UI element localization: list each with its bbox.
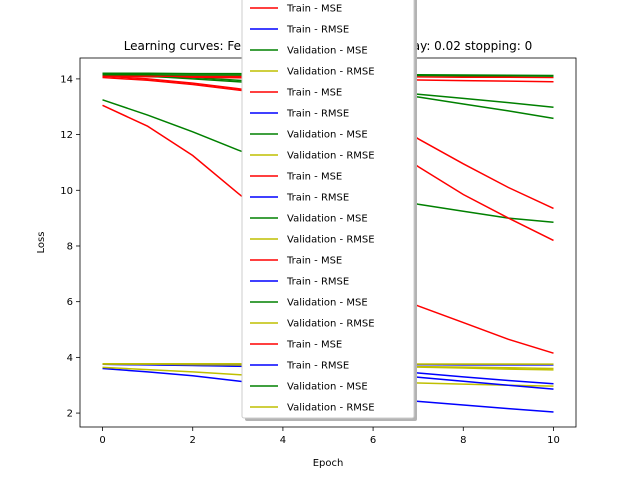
legend-label: Train - MSE [286, 340, 342, 351]
legend-label: Validation - MSE [287, 382, 368, 393]
legend-label: Train - MSE [286, 4, 342, 15]
x-tick-label: 6 [370, 435, 376, 446]
y-axis-label: Loss [36, 232, 47, 254]
legend-label: Train - RMSE [286, 193, 349, 204]
x-tick-label: 0 [99, 435, 105, 446]
ticks-layer: 0 2 4 6 8 10 2 4 6 8 10 12 14 [60, 74, 560, 446]
x-tick-label: 4 [280, 435, 286, 446]
legend-label: Validation - MSE [287, 46, 368, 57]
legend-label: Validation - MSE [287, 298, 368, 309]
legend-label: Validation - RMSE [287, 403, 375, 414]
x-tick-label: 8 [460, 435, 466, 446]
x-tick-label: 2 [190, 435, 196, 446]
legend-label: Validation - MSE [287, 130, 368, 141]
x-axis-label: Epoch [313, 458, 344, 469]
legend-label: Validation - RMSE [287, 151, 375, 162]
legend-label: Train - MSE [286, 172, 342, 183]
legend-label: Train - RMSE [286, 109, 349, 120]
y-tick-label: 8 [67, 241, 73, 252]
legend-label: Train - RMSE [286, 25, 349, 36]
y-tick-label: 12 [60, 130, 73, 141]
legend-label: Validation - MSE [287, 214, 368, 225]
y-tick-label: 4 [67, 353, 73, 364]
legend-label: Train - MSE [286, 88, 342, 99]
legend-label: Train - RMSE [286, 277, 349, 288]
y-tick-label: 6 [67, 297, 73, 308]
y-tick-label: 14 [60, 74, 73, 85]
legend-label: Train - MSE [286, 256, 342, 267]
legend-label: Train - RMSE [286, 361, 349, 372]
legend: Train - MSE Train - RMSE Validation - MSE V… [241, 0, 417, 421]
legend-label: Validation - RMSE [287, 235, 375, 246]
y-tick-label: 10 [60, 186, 73, 197]
legend-box [241, 0, 415, 419]
y-tick-label: 2 [67, 409, 73, 420]
legend-label: Validation - RMSE [287, 319, 375, 330]
legend-label: Validation - RMSE [287, 67, 375, 78]
x-tick-label: 10 [547, 435, 560, 446]
